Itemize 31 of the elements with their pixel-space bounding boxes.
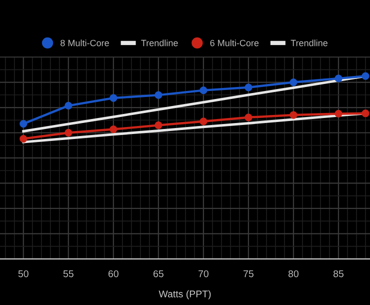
point xyxy=(64,128,72,137)
x-tick-label: 85 xyxy=(334,270,344,278)
point xyxy=(334,110,342,118)
point xyxy=(154,91,162,99)
x-tick-label: 80 xyxy=(288,270,299,278)
point xyxy=(362,110,370,118)
point xyxy=(290,111,298,119)
point xyxy=(20,120,28,128)
point xyxy=(244,84,252,92)
x-tick-label: 65 xyxy=(154,270,164,278)
x-tick-label: 60 xyxy=(108,270,118,278)
legend-label: 8 Multi-Core xyxy=(60,40,109,46)
x-tick-label: 70 xyxy=(198,270,208,278)
x-tick-label: 55 xyxy=(63,270,74,278)
point xyxy=(200,118,208,126)
point xyxy=(244,114,252,122)
point xyxy=(20,134,28,143)
point xyxy=(110,94,118,102)
point xyxy=(110,125,118,134)
point xyxy=(362,72,370,80)
legend-label: 6 Multi-Core xyxy=(210,40,259,46)
legend-label: Trendline xyxy=(141,40,178,46)
x-tick-label: 50 xyxy=(18,270,28,278)
x-axis-title: Watts (PPT) xyxy=(158,290,211,300)
x-tick-label: 75 xyxy=(244,270,254,278)
legend-label: Trendline xyxy=(290,40,328,46)
point xyxy=(64,102,72,110)
point xyxy=(290,78,298,86)
point xyxy=(334,74,342,82)
point xyxy=(200,86,208,94)
point xyxy=(154,121,162,130)
